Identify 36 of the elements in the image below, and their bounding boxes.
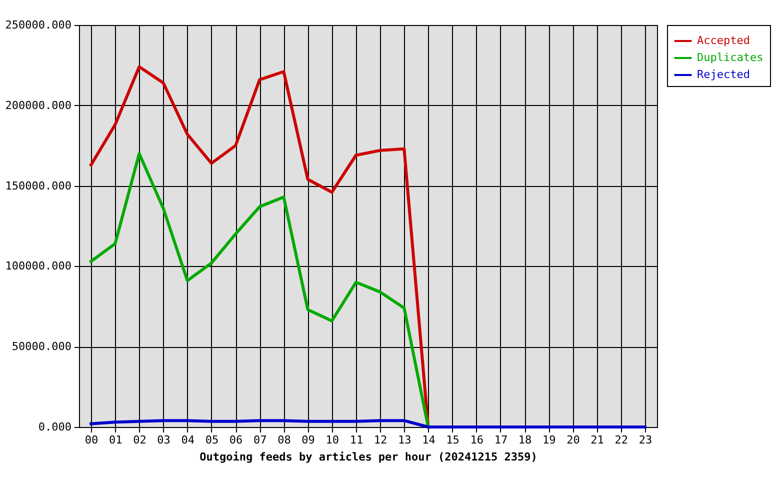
y-tick-label: 0.000 [38,420,72,434]
line-series [90,419,646,428]
x-tick-label: 22 [614,434,628,446]
x-tick-label: 20 [566,434,580,446]
x-tick-label: 09 [302,434,315,446]
x-tick-label: 02 [133,434,146,446]
x-tick-label: 15 [446,434,460,446]
x-tick-label: 00 [84,434,98,446]
x-tick-label: 07 [254,434,267,446]
x-tick-label: 19 [542,434,556,446]
y-tick-label: 100000.000 [5,260,72,273]
x-tick-label: 05 [205,434,219,446]
y-tick-label: 50000.000 [12,340,72,354]
x-tick-label: 23 [638,434,652,446]
x-tick-label: 10 [326,434,339,446]
y-tick-label: 250000.000 [5,18,72,32]
x-tick-label: 01 [109,434,122,446]
x-tick-label: 11 [350,434,364,446]
legend-label: Accepted [697,34,750,47]
x-tick-label: 17 [494,434,508,446]
legend-label: Rejected [697,68,750,81]
x-tick-label: 12 [374,434,388,446]
x-axis-title: Outgoing feeds by articles per hour (20241215 2359) [200,450,538,464]
x-tick-label: 13 [398,434,412,446]
x-tick-label: 16 [470,434,484,446]
line-series [90,152,430,428]
y-tick-label: 200000.000 [5,98,72,112]
x-tick-label: 21 [590,434,604,446]
legend-label: Duplicates [697,51,764,64]
x-tick-label: 04 [181,434,195,446]
x-tick-label: 03 [157,434,170,446]
x-tick-label: 18 [518,434,532,446]
x-tick-label: 14 [422,434,436,446]
x-tick-label: 06 [229,434,243,446]
y-tick-label: 150000.000 [5,179,72,192]
x-tick-label: 08 [278,434,291,446]
